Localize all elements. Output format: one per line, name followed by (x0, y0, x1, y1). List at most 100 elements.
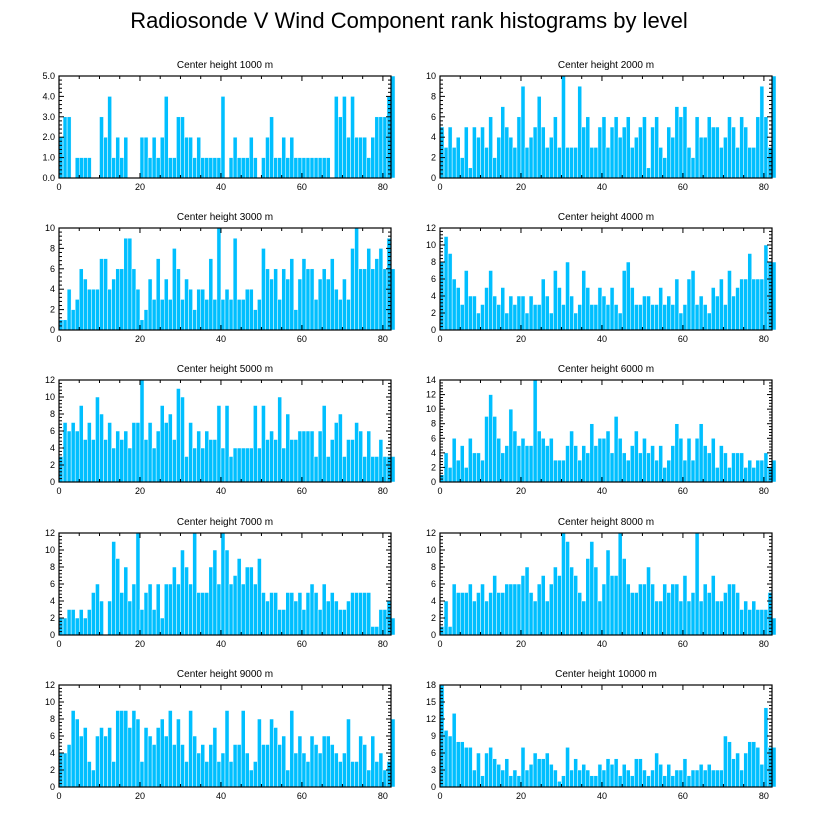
histogram-bar (443, 147, 449, 179)
histogram-bar (658, 147, 663, 179)
histogram-bar (305, 268, 311, 331)
histogram-bar (338, 413, 343, 483)
histogram-bar (735, 287, 740, 331)
histogram-bar (184, 566, 189, 636)
histogram-bar (172, 439, 177, 483)
histogram-bar (715, 126, 720, 179)
histogram-bar (488, 116, 493, 179)
histogram-bar (188, 288, 193, 331)
histogram-bar (285, 157, 291, 179)
histogram-bar (281, 609, 286, 636)
histogram-bar (249, 566, 254, 636)
histogram-bar (597, 600, 603, 636)
histogram-bar (459, 445, 465, 483)
histogram-bar (265, 268, 270, 331)
histogram-bar (759, 609, 765, 636)
histogram-bar (244, 566, 250, 636)
x-tick-label: 80 (378, 639, 388, 649)
histogram-bar (115, 268, 120, 331)
histogram-bar (362, 592, 367, 636)
histogram-bar (135, 532, 141, 636)
histogram-bar (593, 147, 599, 179)
histogram-panel: Center height 5000 m 0 20 40 60 80 0 2 4 6 8 10 12 (45, 364, 396, 496)
histogram-bar (690, 270, 696, 331)
histogram-bar (378, 609, 384, 636)
histogram-bar (386, 237, 392, 331)
histogram-bar (500, 452, 506, 483)
histogram-bar (723, 452, 728, 483)
histogram-bar (143, 592, 149, 636)
histogram-bar (727, 741, 732, 788)
histogram-bar (731, 452, 736, 483)
histogram-bar (638, 452, 643, 483)
histogram-bar (715, 295, 720, 331)
histogram-bar (666, 592, 672, 636)
histogram-bar (743, 467, 748, 483)
histogram-bar (228, 157, 234, 179)
histogram-bar (342, 456, 347, 483)
x-tick-label: 20 (516, 334, 526, 344)
histogram-bar (553, 459, 558, 483)
histogram-bar (103, 136, 108, 179)
histogram-bar (654, 752, 659, 788)
histogram-bar (350, 248, 355, 331)
histogram-bar (184, 761, 189, 788)
histogram-bar (480, 126, 485, 179)
histogram-bar (317, 609, 323, 636)
histogram-bar (192, 309, 197, 331)
histogram-bar (476, 592, 481, 636)
histogram-bar (678, 116, 684, 179)
histogram-bar (654, 304, 659, 331)
histogram-bar (143, 136, 149, 179)
x-tick-label: 60 (297, 791, 307, 801)
histogram-bar (321, 583, 327, 636)
histogram-bar (155, 157, 161, 179)
histogram-bar (78, 609, 84, 636)
histogram-bar (338, 761, 343, 788)
x-tick-label: 20 (516, 486, 526, 496)
histogram-bar (313, 299, 319, 331)
histogram-bar (464, 467, 469, 483)
histogram-bar (325, 157, 331, 179)
x-tick-label: 0 (437, 791, 442, 801)
histogram-bar (147, 583, 153, 636)
histogram-bar (706, 764, 712, 788)
y-tick-label: 2 (431, 462, 436, 472)
plot-frame (439, 379, 773, 483)
histogram-bar (228, 583, 234, 636)
y-tick-label: 4 (431, 448, 436, 458)
histogram-bar (317, 278, 323, 331)
histogram-bar (698, 600, 704, 636)
histogram-bar (172, 566, 177, 636)
y-tick-label: 12 (426, 223, 436, 233)
histogram-bar (638, 758, 643, 788)
histogram-bar (305, 157, 311, 179)
histogram-bar (508, 408, 514, 483)
figure-title: Radiosonde V Wind Component rank histogr… (130, 8, 688, 33)
histogram-panel: Center height 9000 m 0 20 40 60 80 0 2 4 6 8 10 12 (45, 669, 396, 801)
histogram-bar (597, 287, 603, 331)
histogram-bar (528, 295, 534, 331)
histogram-bar (216, 227, 222, 331)
histogram-bar (565, 747, 570, 788)
histogram-bar (549, 136, 554, 179)
histogram-bar (99, 727, 104, 788)
histogram-bar (751, 600, 757, 636)
histogram-bar (634, 304, 639, 331)
y-tick-label: 8 (50, 409, 55, 419)
histogram-bar (358, 430, 363, 483)
histogram-bar (168, 299, 173, 331)
histogram-bar (350, 439, 355, 483)
histogram-bar (621, 126, 627, 179)
histogram-bar (670, 583, 676, 636)
histogram-bar (236, 447, 242, 483)
histogram-bar (374, 456, 380, 483)
histogram-bar (119, 439, 125, 483)
histogram-bar (678, 600, 684, 636)
histogram-bar (240, 710, 246, 788)
y-tick-label: 4 (431, 291, 436, 301)
histogram-bar (577, 85, 582, 179)
histogram-bar (654, 116, 659, 179)
histogram-bar (727, 116, 732, 179)
histogram-bar (305, 761, 311, 788)
